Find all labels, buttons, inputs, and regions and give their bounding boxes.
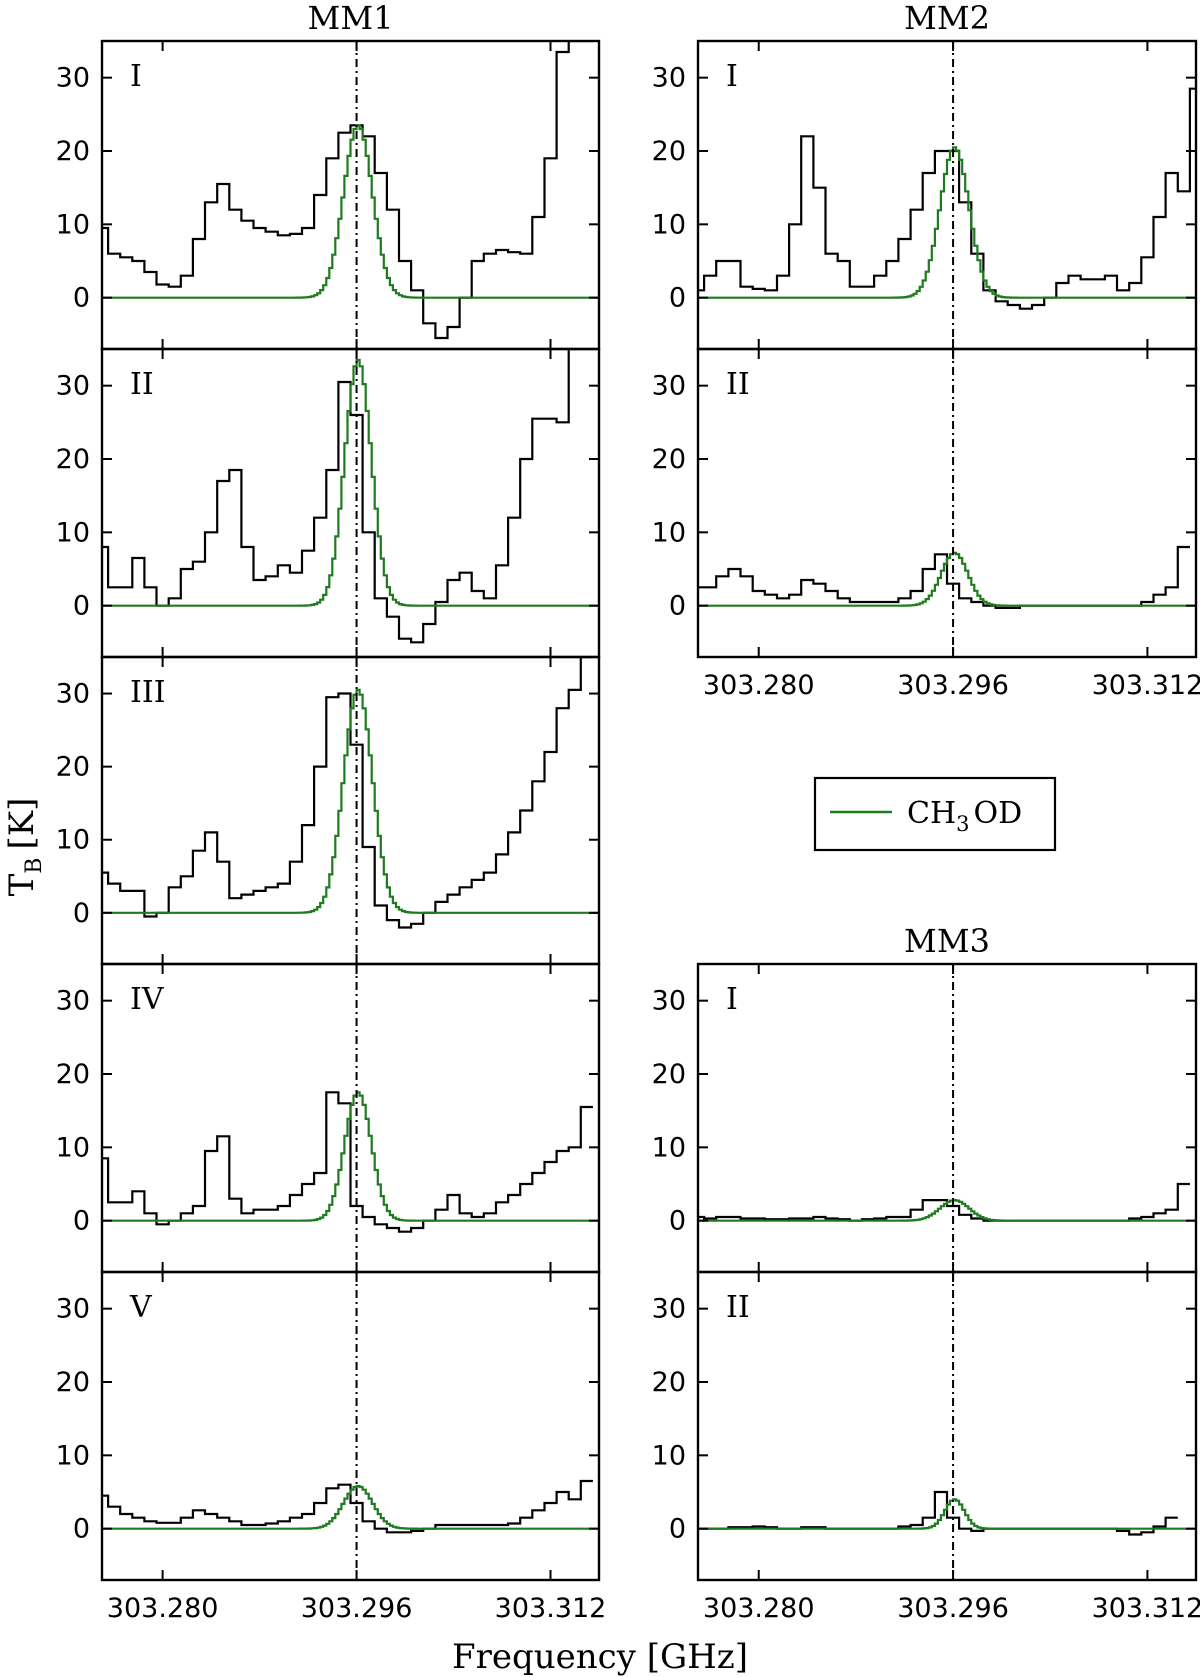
panel-label-mm1-ii: II (130, 367, 154, 402)
model-fit-mm3-i (698, 1199, 1196, 1222)
observed-spectrum-mm1-v (102, 1479, 593, 1534)
model-fit-mm1-v (102, 1485, 599, 1530)
model-fit-mm2-ii (698, 551, 1196, 607)
panel-frame-mm2-ii (696, 347, 1198, 659)
y-tick-label-mm1-v-0: 0 (73, 1514, 90, 1545)
y-tick-label-mm1-ii-20: 20 (56, 444, 90, 475)
observed-spectrum-mm1-ii (102, 349, 593, 644)
model-fit-mm1-i (102, 124, 599, 299)
y-tick-label-mm1-iii-20: 20 (56, 752, 90, 783)
panel-frame-mm3-ii (696, 1270, 1198, 1582)
panel-mm1-iii: 0 10 20 30 III (56, 655, 601, 966)
panel-title-mm3: MM3 (904, 922, 990, 960)
y-tick-label-mm2-ii-20: 20 (652, 444, 686, 475)
x-axis-title: Frequency [GHz] (452, 1637, 748, 1677)
x-tick-label-mm1-v-303.28: 303.280 (107, 1593, 219, 1624)
x-tick-label-mm2-ii-303.312: 303.312 (1092, 670, 1200, 701)
y-tick-label-mm2-ii-30: 30 (652, 371, 686, 402)
y-tick-label-mm1-iii-0: 0 (73, 898, 90, 929)
panel-label-mm3-i: I (726, 982, 738, 1017)
observed-spectrum-mm1-i (102, 41, 593, 340)
panel-mm1-i: 0 10 20 30 I MM1 (56, 0, 601, 351)
y-tick-label-mm1-iv-30: 30 (56, 986, 90, 1017)
x-tick-label-mm3-ii-303.296: 303.296 (897, 1593, 1009, 1624)
panel-mm1-iv: 0 10 20 30 IV (56, 962, 601, 1274)
panel-title-mm2: MM2 (904, 0, 990, 37)
model-fit-mm2-i (698, 146, 1196, 299)
y-tick-label-mm2-i-20: 20 (652, 136, 686, 167)
y-tick-label-mm2-i-10: 10 (652, 209, 686, 240)
model-fit-mm1-ii (102, 358, 599, 607)
model-fit-mm1-iii (102, 688, 599, 914)
y-tick-label-mm3-ii-10: 10 (652, 1440, 686, 1471)
y-tick-label-mm1-i-20: 20 (56, 136, 90, 167)
y-tick-label-mm1-i-0: 0 (73, 283, 90, 314)
panel-mm1-ii: 0 10 20 30 II (56, 347, 601, 659)
panel-label-mm2-ii: II (726, 367, 750, 402)
y-tick-label-mm2-i-0: 0 (669, 283, 686, 314)
panel-mm2-ii: 0 10 20 30 303.280 303.296 303.312 II (652, 347, 1200, 701)
y-tick-label-mm2-i-30: 30 (652, 63, 686, 94)
y-tick-label-mm3-i-0: 0 (669, 1206, 686, 1237)
y-tick-label-mm3-ii-30: 30 (652, 1294, 686, 1325)
panel-label-mm1-v: V (129, 1290, 153, 1325)
y-tick-label-mm3-ii-20: 20 (652, 1367, 686, 1398)
x-tick-label-mm3-ii-303.28: 303.280 (703, 1593, 815, 1624)
panel-label-mm1-i: I (130, 59, 142, 94)
y-tick-label-mm1-iii-10: 10 (56, 825, 90, 856)
y-tick-label-mm2-ii-10: 10 (652, 517, 686, 548)
panel-mm1-v: 0 10 20 30 303.280 303.296 303.312 V (56, 1270, 607, 1624)
x-tick-label-mm2-ii-303.28: 303.280 (703, 670, 815, 701)
y-tick-label-mm1-ii-0: 0 (73, 591, 90, 622)
model-fit-mm3-ii (698, 1498, 1196, 1530)
panel-frame-mm1-i (100, 39, 601, 351)
panel-frame-mm3-i (696, 962, 1198, 1274)
x-tick-label-mm1-v-303.296: 303.296 (301, 1593, 413, 1624)
panel-frame-mm1-v (100, 1270, 601, 1582)
legend-box (813, 776, 1057, 852)
panel-label-mm1-iv: IV (130, 982, 165, 1017)
y-tick-label-mm1-i-10: 10 (56, 209, 90, 240)
y-tick-label-mm1-iv-10: 10 (56, 1132, 90, 1163)
y-tick-label-mm1-iv-20: 20 (56, 1059, 90, 1090)
panel-mm3-i: 0 10 20 30 I MM3 (652, 922, 1198, 1274)
y-tick-label-mm3-i-20: 20 (652, 1059, 686, 1090)
observed-spectrum-mm2-i (698, 87, 1196, 310)
y-tick-label-mm1-v-10: 10 (56, 1440, 90, 1471)
y-tick-label-mm1-ii-10: 10 (56, 517, 90, 548)
y-tick-label-mm3-i-10: 10 (652, 1132, 686, 1163)
panel-label-mm1-iii: III (130, 675, 166, 710)
y-tick-label-mm1-ii-30: 30 (56, 371, 90, 402)
x-tick-label-mm1-v-303.312: 303.312 (495, 1593, 607, 1624)
model-fit-mm1-iv (102, 1091, 599, 1222)
y-tick-label-mm1-v-30: 30 (56, 1294, 90, 1325)
panel-mm2-i: 0 10 20 30 I MM2 (652, 0, 1198, 351)
y-tick-label-mm1-v-20: 20 (56, 1367, 90, 1398)
y-tick-label-mm1-iii-30: 30 (56, 679, 90, 710)
y-tick-label-mm1-i-30: 30 (56, 63, 90, 94)
x-tick-label-mm2-ii-303.296: 303.296 (897, 670, 1009, 701)
y-axis-title: TB[K] (2, 798, 47, 897)
y-tick-label-mm3-ii-0: 0 (669, 1514, 686, 1545)
panel-frame-mm2-i (696, 39, 1198, 351)
panel-label-mm2-i: I (726, 59, 738, 94)
observed-spectrum-mm1-iv (102, 1091, 593, 1233)
x-tick-label-mm3-ii-303.312: 303.312 (1092, 1593, 1200, 1624)
y-tick-label-mm3-i-30: 30 (652, 986, 686, 1017)
legend-label: CH3 OD (907, 796, 1022, 836)
panel-label-mm3-ii: II (726, 1290, 750, 1325)
y-tick-label-mm1-iv-0: 0 (73, 1206, 90, 1237)
y-tick-label-mm2-ii-0: 0 (669, 591, 686, 622)
panel-mm3-ii: 0 10 20 30 303.280 303.296 303.312 II (652, 1270, 1200, 1624)
legend: CH3 OD (813, 776, 1057, 852)
observed-spectrum-mm3-i (698, 1182, 1190, 1222)
panel-title-mm1: MM1 (308, 0, 394, 37)
observed-spectrum-mm1-iii (102, 657, 593, 929)
